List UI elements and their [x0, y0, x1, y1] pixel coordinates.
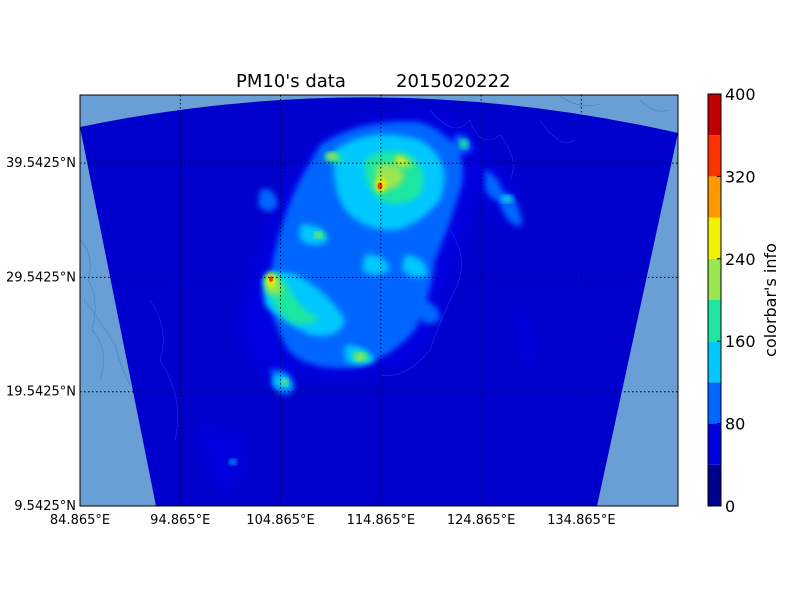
colorbar-segment [708, 258, 721, 300]
coastline-lines [149, 109, 576, 441]
data-domain [80, 97, 678, 506]
y-tick-label: 9.5425°N [14, 499, 76, 514]
colorbar-frame [707, 93, 722, 507]
y-tick-label: 19.5425°N [6, 385, 76, 400]
x-tick-label: 124.865°E [447, 513, 515, 528]
x-tick-label: 94.865°E [150, 513, 210, 528]
colorbar-segment [708, 217, 721, 259]
y-tick-label: 39.5425°N [6, 156, 76, 171]
colorbar-segment [708, 94, 721, 136]
map-area [80, 95, 678, 506]
colorbar-segment [708, 341, 721, 383]
y-tick-label: 29.5425°N [6, 270, 76, 285]
plot-frame [79, 94, 679, 507]
colorbar-segment [708, 423, 721, 465]
colorbar-tick-label: 0 [725, 497, 735, 516]
colorbar-tick-label: 400 [725, 85, 756, 104]
colorbar-segment [708, 382, 721, 424]
x-tick-label: 134.865°E [547, 513, 615, 528]
colorbar-tick-label: 80 [725, 415, 745, 434]
x-tick-label: 104.865°E [246, 513, 314, 528]
x-tick-label: 84.865°E [50, 513, 110, 528]
colorbar-label: colorbar's info [761, 243, 780, 357]
korea-hotspot [500, 195, 514, 203]
x-axis-ticks: 84.865°E 94.865°E 104.865°E 114.865°E 124.86… [50, 513, 616, 528]
colorbar-tick-label: 320 [725, 167, 756, 186]
terrain-lines [80, 95, 669, 386]
hotspot-dots [229, 139, 469, 465]
colorbar-segment [708, 176, 721, 218]
y-axis-ticks: 9.5425°N 19.5425°N 29.5425°N 39.5425°N [6, 156, 76, 514]
colorbar: 0 80 160 240 320 400 [707, 85, 756, 516]
colorbar-segment [708, 464, 721, 506]
colorbar-segment [708, 135, 721, 177]
chart-title: PM10's data [236, 71, 346, 92]
colorbar-tick-label: 240 [725, 250, 756, 269]
chart-timestamp: 2015020222 [396, 71, 511, 92]
colorbar-tick-label: 160 [725, 332, 756, 351]
grid-lines [80, 95, 678, 506]
colorbar-segment [708, 300, 721, 342]
x-tick-label: 114.865°E [347, 513, 415, 528]
